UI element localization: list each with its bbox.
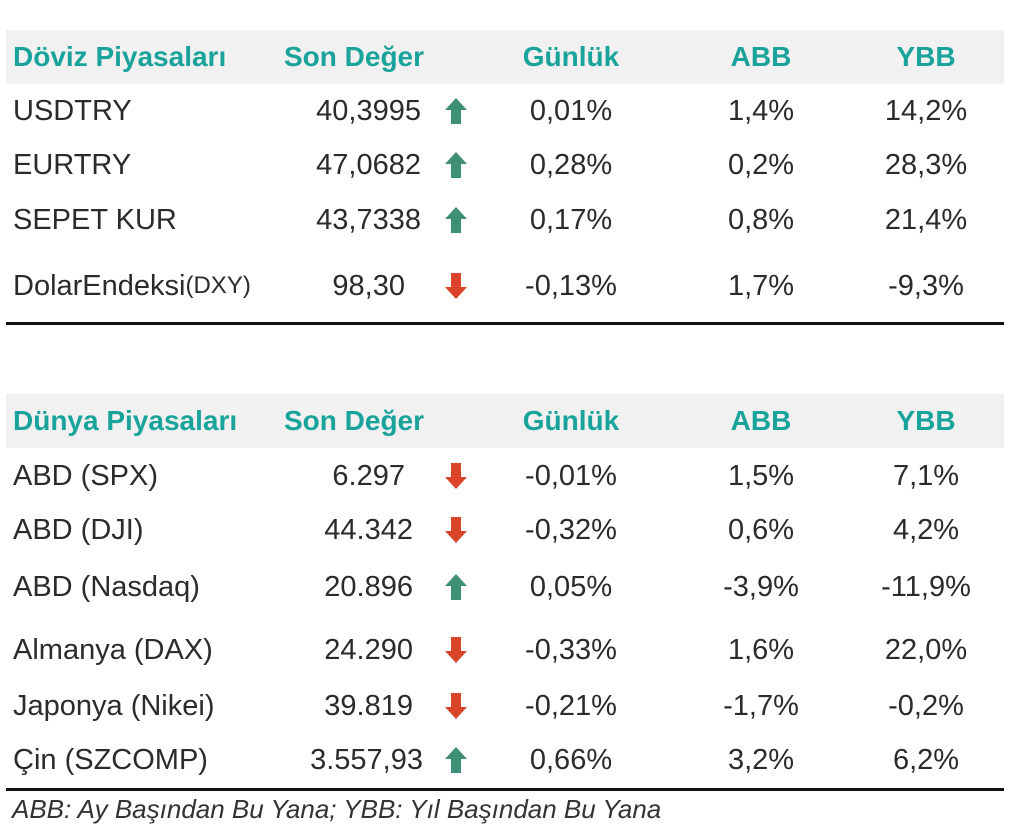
- down-arrow-icon: [439, 449, 473, 503]
- fx-row-name: DolarEndeksi (DXY): [13, 256, 251, 316]
- world-row-name: Japonya (Nikei): [13, 689, 215, 722]
- up-arrow-icon: [439, 138, 473, 192]
- fx-row-ybb: 28,3%: [884, 148, 968, 181]
- world-row-daily: 0,05%: [529, 570, 613, 603]
- world-row-daily: 0,66%: [529, 743, 613, 776]
- world-row-spx: ABD (SPX) 6.297 -0,01% 1,5% 7,1%: [6, 449, 1004, 503]
- world-row-abb: 1,6%: [727, 633, 795, 666]
- fx-row-name: EURTRY: [13, 148, 132, 181]
- up-arrow-icon: [439, 84, 473, 138]
- fx-row-eurtry: EURTRY 47,0682 0,28% 0,2% 28,3%: [6, 138, 1004, 192]
- world-header-abb: ABB: [730, 405, 792, 436]
- world-row-szcomp: Çin (SZCOMP) 3.557,93 0,66% 3,2% 6,2%: [6, 733, 1004, 787]
- fx-row-value: 43,7338: [316, 203, 421, 236]
- up-arrow-icon: [439, 192, 473, 248]
- world-row-ybb: 6,2%: [892, 743, 960, 776]
- world-row-ybb: -11,9%: [881, 570, 971, 603]
- world-row-value: 20.896: [324, 570, 413, 603]
- world-row-abb: -3,9%: [723, 570, 799, 603]
- world-row-daily: -0,32%: [525, 513, 617, 546]
- world-header-daily: Günlük: [522, 405, 620, 436]
- world-row-abb: 1,5%: [727, 459, 795, 492]
- fx-bottom-rule: [6, 322, 1004, 325]
- world-row-nasdaq: ABD (Nasdaq) 20.896 0,05% -3,9% -11,9%: [6, 557, 1004, 617]
- world-row-ybb: 7,1%: [892, 459, 960, 492]
- world-bottom-rule: [6, 788, 1004, 791]
- fx-row-name: SEPET KUR: [13, 203, 177, 236]
- world-row-name: Çin (SZCOMP): [13, 743, 208, 776]
- fx-row-name-suffix: (DXY): [185, 272, 251, 299]
- world-row-name: Almanya (DAX): [13, 633, 213, 666]
- fx-row-name-main: DolarEndeksi: [13, 269, 186, 302]
- world-row-abb: 0,6%: [727, 513, 795, 546]
- fx-row-abb: 0,2%: [727, 148, 795, 181]
- world-row-ybb: 22,0%: [884, 633, 968, 666]
- world-row-dji: ABD (DJI) 44.342 -0,32% 0,6% 4,2%: [6, 503, 1004, 557]
- world-row-nikei: Japonya (Nikei) 39.819 -0,21% -1,7% -0,2…: [6, 679, 1004, 733]
- world-header-value: Son Değer: [284, 405, 425, 436]
- world-row-daily: -0,01%: [525, 459, 617, 492]
- down-arrow-icon: [439, 679, 473, 733]
- down-arrow-icon: [439, 503, 473, 557]
- world-row-dax: Almanya (DAX) 24.290 -0,33% 1,6% 22,0%: [6, 621, 1004, 679]
- fx-row-dxy: DolarEndeksi (DXY) 98,30 -0,13% 1,7% -9,3…: [6, 256, 1004, 316]
- world-header-title: Dünya Piyasaları: [13, 405, 238, 436]
- up-arrow-icon: [439, 557, 473, 617]
- fx-row-daily: 0,28%: [529, 148, 613, 181]
- world-row-daily: -0,33%: [525, 633, 617, 666]
- fx-row-ybb: -9,3%: [888, 269, 964, 302]
- world-row-value: 6.297: [332, 459, 405, 492]
- world-row-value: 44.342: [324, 513, 413, 546]
- down-arrow-icon: [439, 621, 473, 679]
- world-row-ybb: 4,2%: [892, 513, 960, 546]
- up-arrow-icon: [439, 733, 473, 787]
- world-header-row: Dünya Piyasaları Son Değer Günlük ABB YB…: [6, 394, 1004, 448]
- fx-row-abb: 1,7%: [727, 269, 795, 302]
- fx-row-value: 47,0682: [316, 148, 421, 181]
- fx-row-name: USDTRY: [13, 94, 132, 127]
- fx-row-ybb: 21,4%: [884, 203, 968, 236]
- fx-header-row: Döviz Piyasaları Son Değer Günlük ABB YB…: [6, 30, 1004, 84]
- world-row-abb: 3,2%: [727, 743, 795, 776]
- fx-row-daily: -0,13%: [525, 269, 617, 302]
- fx-header-ybb: YBB: [896, 41, 956, 72]
- world-row-value: 39.819: [324, 689, 413, 722]
- fx-row-sepet-kur: SEPET KUR 43,7338 0,17% 0,8% 21,4%: [6, 192, 1004, 248]
- world-row-value: 24.290: [324, 633, 413, 666]
- world-row-ybb: -0,2%: [888, 689, 964, 722]
- world-row-abb: -1,7%: [723, 689, 799, 722]
- world-row-name: ABD (DJI): [13, 513, 144, 546]
- fx-row-ybb: 14,2%: [884, 94, 968, 127]
- world-header-ybb: YBB: [896, 405, 956, 436]
- fx-row-abb: 0,8%: [727, 203, 795, 236]
- fx-row-usdtry: USDTRY 40,3995 0,01% 1,4% 14,2%: [6, 84, 1004, 138]
- fx-row-value: 40,3995: [316, 94, 421, 127]
- fx-header-title: Döviz Piyasaları: [13, 41, 227, 72]
- fx-row-value: 98,30: [332, 269, 405, 302]
- footnote: ABB: Ay Başından Bu Yana; YBB: Yıl Başın…: [12, 794, 662, 824]
- fx-row-daily: 0,01%: [529, 94, 613, 127]
- fx-row-abb: 1,4%: [727, 94, 795, 127]
- world-row-name: ABD (SPX): [13, 459, 159, 492]
- world-row-value: 3.557,93: [310, 743, 423, 776]
- fx-header-daily: Günlük: [522, 41, 620, 72]
- world-row-daily: -0,21%: [525, 689, 617, 722]
- fx-header-value: Son Değer: [284, 41, 425, 72]
- world-row-name: ABD (Nasdaq): [13, 570, 200, 603]
- fx-header-abb: ABB: [730, 41, 792, 72]
- fx-row-daily: 0,17%: [529, 203, 613, 236]
- down-arrow-icon: [439, 256, 473, 316]
